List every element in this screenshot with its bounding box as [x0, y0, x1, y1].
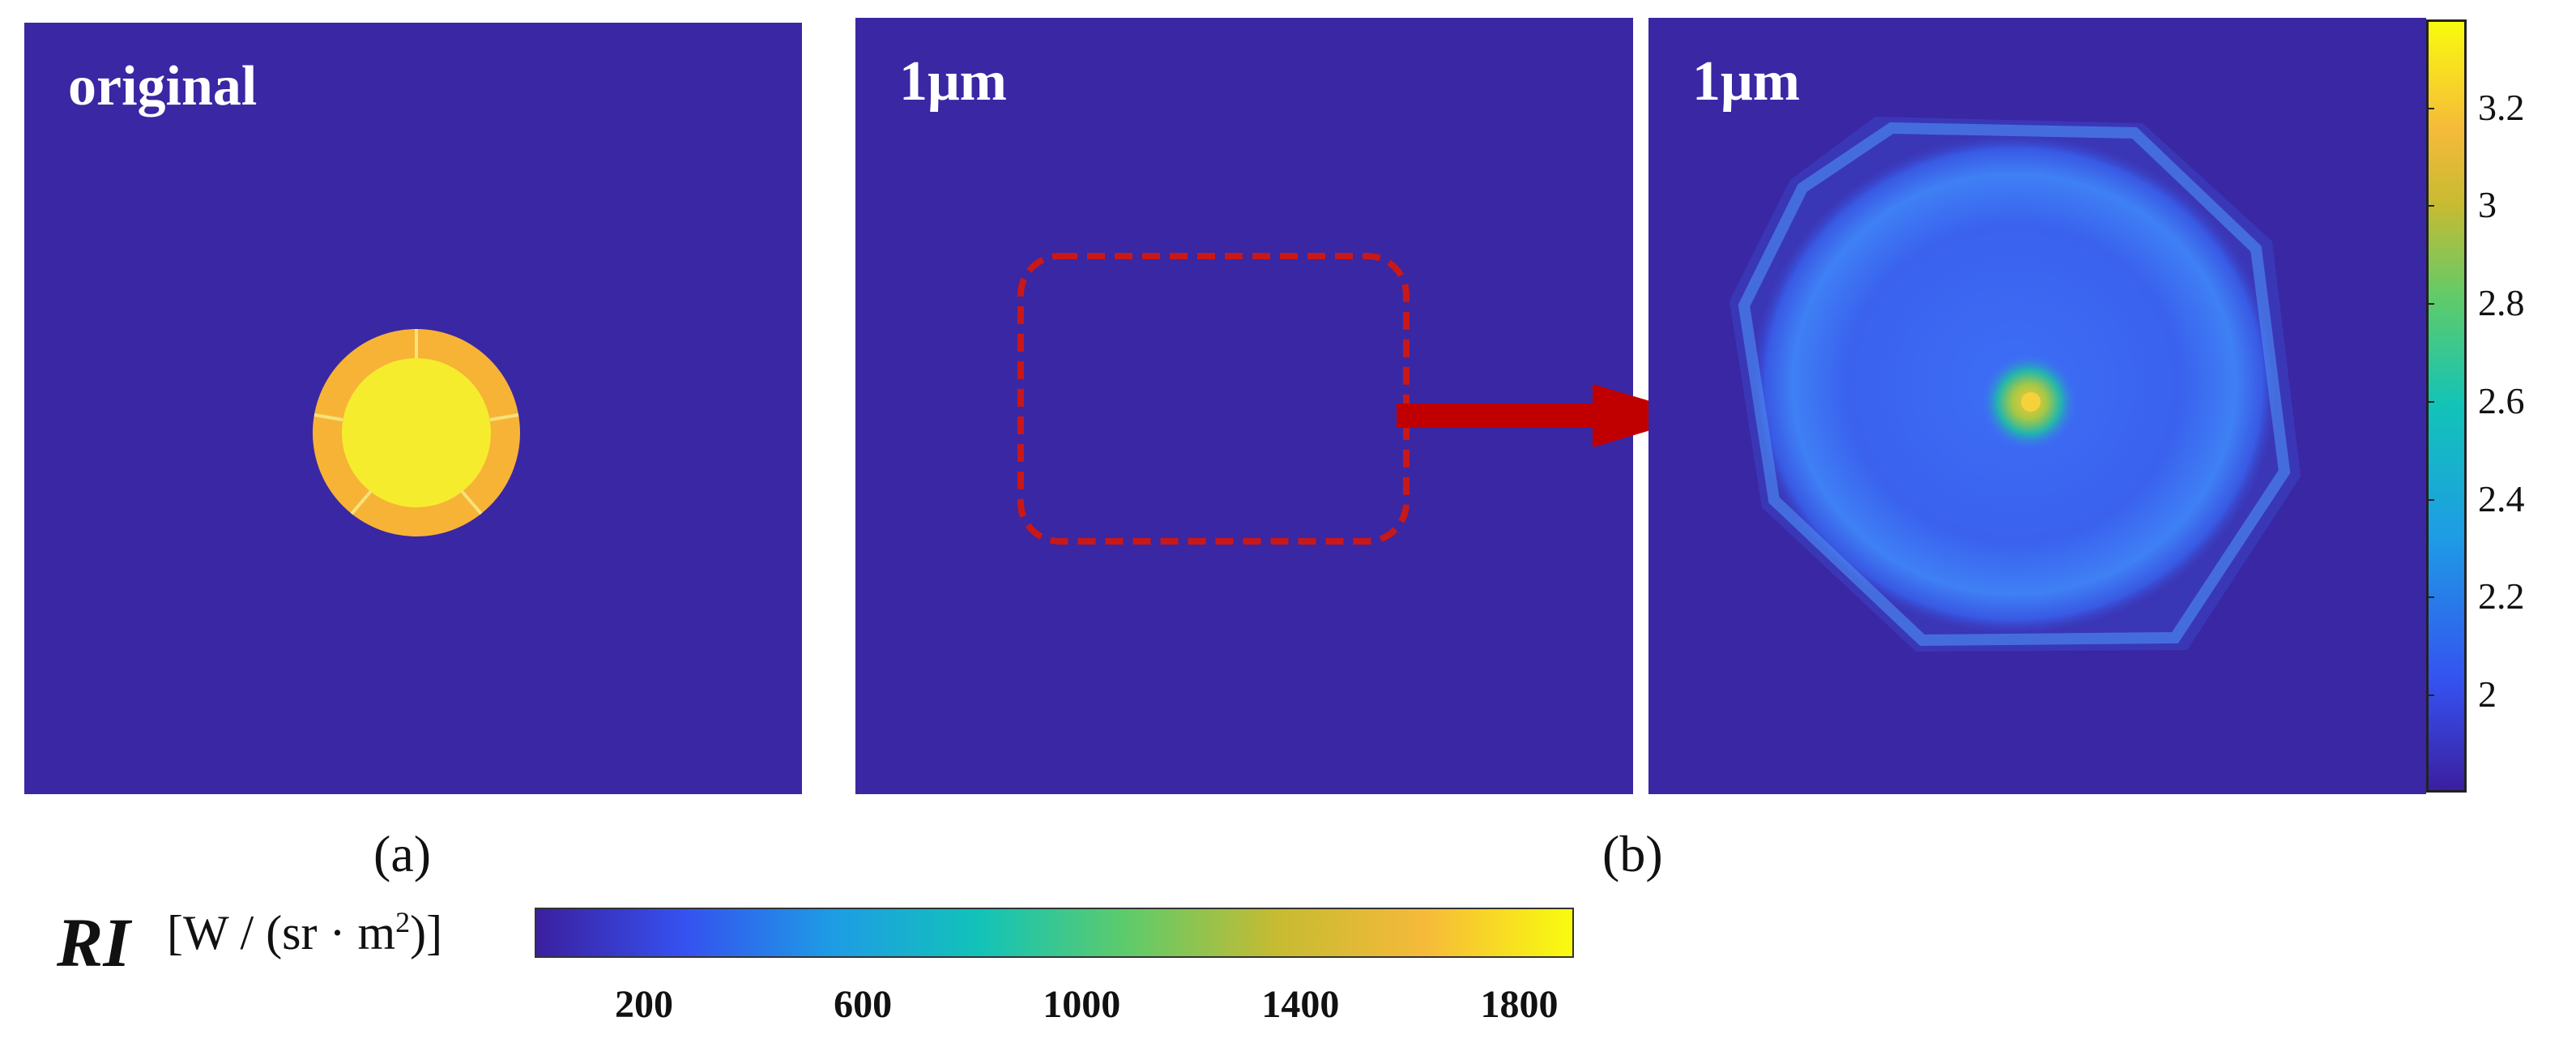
vertical-colorbar-tick-label: 2 [2478, 673, 2497, 716]
vertical-colorbar-tick-label: 2.2 [2478, 575, 2525, 618]
panel-1um-right: 1μm [1648, 18, 2426, 794]
panel-b2-title: 1μm [1692, 50, 1800, 113]
ring-seams [313, 329, 519, 515]
horizontal-colorbar-tick-label: 600 [834, 983, 893, 1026]
panel-original: original [24, 23, 802, 794]
original-heatmap [313, 329, 520, 536]
zoomed-heatmap [1729, 117, 2301, 652]
colorbar-variable-label: RI [57, 904, 130, 981]
colorbar-unit-label: [W / (sr · m2)] [167, 906, 443, 959]
vertical-colorbar [2426, 19, 2467, 793]
horizontal-colorbar-tick-label: 200 [615, 983, 674, 1026]
inner-disk [342, 358, 491, 507]
highlight-box [1017, 253, 1410, 545]
vertical-colorbar-tick [2426, 107, 2434, 109]
peak-center [2021, 392, 2041, 412]
vertical-colorbar-tick [2426, 596, 2434, 599]
vertical-colorbar-tick [2426, 498, 2434, 501]
vertical-colorbar-tick-label: 3.2 [2478, 86, 2525, 128]
subfigure-label-b: (b) [1602, 825, 1663, 882]
panel-b1-title: 1μm [899, 50, 1007, 113]
vertical-colorbar-tick [2426, 694, 2434, 697]
panel-1um-left: 1μm [855, 18, 1633, 794]
subfigure-label-a: (a) [373, 825, 432, 882]
vertical-colorbar-tick-label: 2.6 [2478, 379, 2525, 421]
vertical-colorbar-tick [2426, 205, 2434, 207]
vertical-colorbar-tick [2426, 303, 2434, 306]
horizontal-colorbar-tick-label: 1000 [1043, 983, 1121, 1026]
vertical-colorbar-tick [2426, 400, 2434, 403]
region-edge [1738, 122, 2291, 647]
vertical-colorbar-tick-label: 3 [2478, 184, 2497, 226]
horizontal-colorbar-tick-label: 1800 [1480, 983, 1559, 1026]
horizontal-colorbar-tick-label: 1400 [1261, 983, 1340, 1026]
highlight-overlay [1017, 253, 1410, 545]
vertical-colorbar-tick-label: 2.8 [2478, 282, 2525, 324]
horizontal-colorbar [535, 908, 1574, 958]
panel-a-title: original [68, 55, 258, 118]
vertical-colorbar-tick-label: 2.4 [2478, 477, 2525, 519]
